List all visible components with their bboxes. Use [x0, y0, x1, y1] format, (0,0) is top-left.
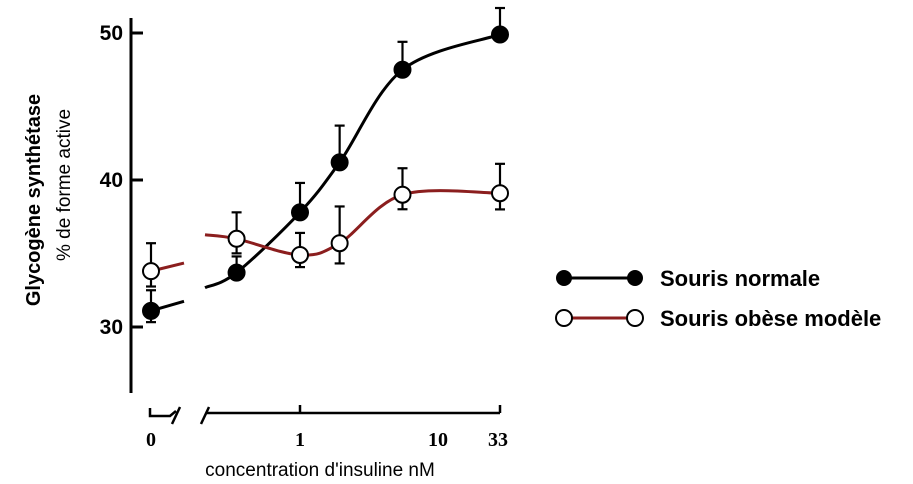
data-point-obese	[330, 234, 349, 253]
data-point-normal	[142, 301, 160, 320]
data-point-obese	[393, 185, 412, 204]
legend-marker-normal	[627, 270, 643, 286]
data-point-normal	[330, 153, 349, 172]
legend-label-normal: Souris normale	[660, 266, 820, 291]
y-axis-title: Glycogène synthétase	[23, 94, 45, 306]
y-tick-label: 30	[100, 316, 123, 339]
axes: 50 40 30 0 1 10 33 concentration d'insul…	[23, 18, 508, 481]
data-point-obese	[291, 245, 309, 264]
y-tick-label: 50	[100, 22, 123, 45]
data-point-normal	[393, 60, 412, 79]
x-tick-label: 0	[146, 429, 156, 451]
x-tick-label: 1	[295, 429, 305, 451]
y-tick-label: 40	[100, 169, 123, 192]
data-point-normal	[491, 25, 509, 44]
plot-area	[142, 6, 509, 324]
legend-marker-normal	[556, 270, 572, 286]
y-axis-subtitle: % de forme active	[54, 109, 75, 261]
data-point-normal	[227, 263, 246, 282]
legend: Souris normale Souris obèse modèle	[555, 266, 881, 331]
series-line-obese	[204, 189, 501, 257]
data-point-obese	[227, 229, 246, 248]
legend-marker-obese	[626, 309, 644, 327]
x-axis-segment-zero	[148, 408, 177, 418]
data-point-normal	[291, 203, 309, 222]
legend-label-obese: Souris obèse modèle	[660, 306, 881, 331]
legend-item-obese: Souris obèse modèle	[555, 306, 881, 331]
x-tick-label: 33	[488, 429, 508, 451]
x-axis-break-mark	[170, 406, 182, 425]
x-axis-title: concentration d'insuline nM	[205, 460, 435, 481]
data-point-obese	[491, 184, 509, 203]
x-axis-break-mark	[199, 406, 211, 425]
legend-marker-obese	[555, 309, 573, 327]
data-point-obese	[142, 262, 160, 281]
x-tick-label: 10	[428, 429, 448, 451]
series-line-normal	[204, 33, 501, 290]
legend-item-normal: Souris normale	[556, 266, 820, 291]
